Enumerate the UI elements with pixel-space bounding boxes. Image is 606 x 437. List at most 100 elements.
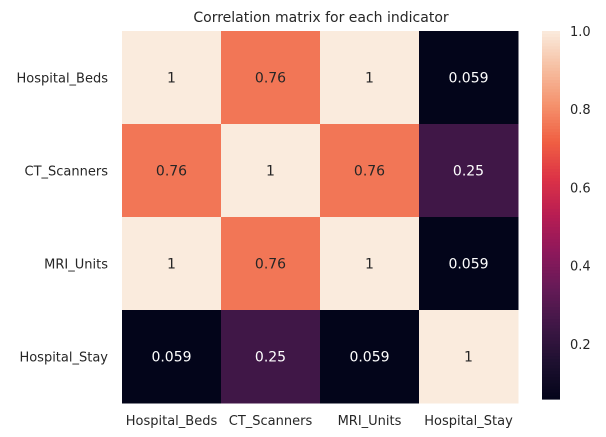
y-tick-label: MRI_Units (44, 258, 108, 273)
heatmap-cell (221, 217, 321, 311)
heatmap-cell (122, 31, 222, 125)
heatmap-cell (122, 124, 222, 218)
colorbar-slice (542, 153, 560, 158)
colorbar-slice (542, 147, 560, 152)
colorbar-slice (542, 162, 560, 167)
colorbar-tick-label: 0.8 (570, 103, 591, 118)
chart-title: Correlation matrix for each indicator (193, 10, 449, 26)
colorbar-slice (542, 159, 560, 164)
colorbar-slice (542, 282, 560, 287)
heatmap-cell (320, 310, 420, 404)
colorbar-slice (542, 248, 560, 253)
colorbar-slice (542, 58, 560, 63)
colorbar-slice (542, 83, 560, 87)
cell-annotation: 1 (365, 71, 374, 87)
colorbar-slice (542, 107, 560, 112)
colorbar-slice (542, 300, 560, 305)
x-tick-labels: Hospital_Beds CT_Scanners MRI_Units Hospita… (126, 414, 513, 429)
colorbar-slice (542, 307, 560, 311)
heatmap-cell (320, 124, 420, 218)
colorbar-slice (542, 211, 560, 216)
colorbar-slice (542, 31, 560, 35)
cell-annotation: 0.76 (255, 257, 286, 273)
colorbar-slice (542, 202, 560, 207)
colorbar-slice (542, 165, 560, 170)
colorbar-slice (542, 86, 560, 90)
colorbar-slice (542, 224, 560, 228)
colorbar-slice (542, 67, 560, 72)
colorbar-slice (542, 119, 560, 124)
colorbar-slice (542, 362, 560, 366)
colorbar-slice (542, 104, 560, 109)
colorbar-slice (542, 34, 560, 38)
colorbar-slice (542, 70, 560, 75)
colorbar-slice (542, 208, 560, 213)
y-tick-label: Hospital_Beds (17, 72, 109, 87)
colorbar-slice (542, 156, 560, 161)
cell-annotation: 0.059 (151, 350, 191, 366)
colorbar-slice (542, 368, 560, 372)
colorbar-tick-label: 0.2 (570, 338, 591, 353)
colorbar-slice (542, 172, 560, 176)
heatmap-cell (320, 217, 420, 311)
colorbar-tick-label: 1.0 (570, 25, 591, 40)
colorbar-slice (542, 43, 560, 47)
cell-annotation: 0.76 (156, 164, 187, 180)
x-tick-label: Hospital_Beds (126, 414, 218, 429)
colorbar-slice (542, 328, 560, 333)
colorbar-slice (542, 181, 560, 185)
cell-annotation: 0.25 (255, 350, 286, 366)
x-tick-label: CT_Scanners (229, 414, 313, 429)
colorbar-slice (542, 365, 560, 369)
colorbar-slice (542, 297, 560, 302)
cell-annotations: 1 0.76 1 0.059 0.76 1 0.76 0.25 1 0.76 1 0.059 0.059… (151, 71, 488, 366)
colorbar-slice (542, 73, 560, 78)
colorbar-slice (542, 245, 560, 250)
heatmap-cell (221, 124, 321, 218)
colorbar-slice (542, 273, 560, 277)
heatmap-cell (221, 310, 321, 404)
colorbar-slice (542, 334, 560, 339)
cell-annotation: 1 (167, 71, 176, 87)
colorbar-slice (542, 196, 560, 201)
colorbar-slice (542, 325, 560, 330)
colorbar-slice (542, 129, 560, 133)
cell-annotation: 1 (167, 257, 176, 273)
colorbar-slice (542, 123, 560, 127)
colorbar-slice (542, 264, 560, 268)
y-tick-label: Hospital_Stay (19, 351, 108, 366)
colorbar-slice (542, 331, 560, 336)
colorbar-slice (542, 184, 560, 188)
colorbar-slice (542, 126, 560, 130)
colorbar-slice (542, 288, 560, 293)
heatmap-cell (221, 31, 321, 125)
colorbar-slice (542, 251, 560, 256)
colorbar-slice (542, 303, 560, 308)
colorbar-slice (542, 316, 560, 320)
colorbar-slice (542, 92, 560, 96)
colorbar-slice (542, 343, 560, 348)
colorbar-slice (542, 55, 560, 60)
colorbar-slice (542, 95, 560, 100)
heatmap-cell (419, 310, 519, 404)
colorbar-slice (542, 310, 560, 314)
colorbar-slice (542, 322, 560, 326)
colorbar-slice (542, 340, 560, 345)
colorbar-slice (542, 313, 560, 317)
colorbar-slice (542, 319, 560, 323)
colorbar-slice (542, 291, 560, 296)
colorbar-slice (542, 386, 560, 391)
cell-annotation: 1 (464, 350, 473, 366)
colorbar-tick-label: 0.4 (570, 260, 591, 275)
colorbar-slice (542, 89, 560, 93)
colorbar-slice (542, 205, 560, 210)
colorbar-slice (542, 61, 560, 66)
heatmap-cell (419, 31, 519, 125)
colorbar-slice (542, 52, 560, 57)
colorbar-slice (542, 261, 560, 265)
y-tick-labels: Hospital_Beds CT_Scanners MRI_Units Hospita… (17, 72, 109, 366)
colorbar-slice (542, 77, 560, 81)
colorbar-slice (542, 175, 560, 179)
colorbar-slice (542, 138, 560, 142)
